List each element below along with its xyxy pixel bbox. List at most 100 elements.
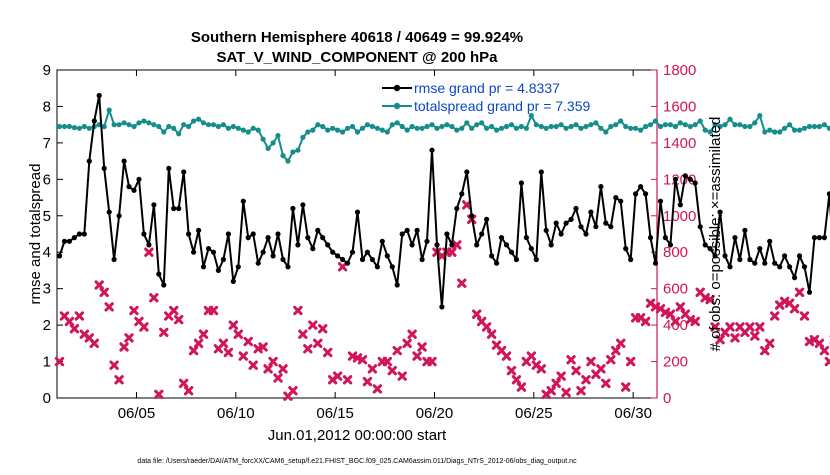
data-point — [141, 231, 146, 236]
data-point — [161, 282, 166, 287]
data-point — [807, 124, 812, 129]
data-point — [256, 261, 261, 266]
data-point — [191, 118, 196, 123]
data-point — [673, 124, 678, 129]
obs-marker — [568, 357, 574, 363]
obs-marker — [419, 344, 425, 350]
data-point — [554, 124, 559, 129]
obs-marker — [300, 331, 306, 337]
data-point — [151, 202, 156, 207]
data-point — [285, 264, 290, 269]
data-point — [310, 128, 315, 133]
obs-marker — [454, 242, 460, 248]
data-point — [410, 124, 415, 129]
data-point — [772, 129, 777, 134]
x-tick-label: 06/10 — [217, 405, 255, 422]
data-point — [251, 231, 256, 236]
data-point — [608, 224, 613, 229]
data-point — [812, 124, 817, 129]
data-point — [256, 128, 261, 133]
data-point — [117, 122, 122, 127]
data-point — [156, 272, 161, 277]
data-point — [370, 124, 375, 129]
obs-marker — [156, 391, 162, 397]
obs-marker — [488, 331, 494, 337]
data-point — [67, 239, 72, 244]
data-point — [777, 129, 782, 134]
x-axis-label: Jun.01,2012 00:00:00 start — [268, 427, 447, 444]
obs-marker — [513, 377, 519, 383]
data-point — [817, 235, 822, 240]
data-point — [57, 253, 62, 258]
data-point — [539, 169, 544, 174]
obs-marker — [280, 366, 286, 372]
data-point — [603, 129, 608, 134]
obs-marker — [796, 289, 802, 295]
data-point — [87, 126, 92, 131]
data-point — [201, 120, 206, 125]
data-point — [464, 169, 469, 174]
data-point — [618, 199, 623, 204]
data-point — [72, 235, 77, 240]
obs-marker — [558, 373, 564, 379]
data-point — [573, 122, 578, 127]
data-point — [598, 184, 603, 189]
data-point — [454, 128, 459, 133]
obs-marker — [608, 357, 614, 363]
data-point — [752, 120, 757, 125]
obs-marker — [508, 367, 514, 373]
data-point — [668, 122, 673, 127]
x-tick-label: 06/20 — [416, 405, 454, 422]
data-point — [320, 235, 325, 240]
data-point — [603, 221, 608, 226]
data-point — [742, 228, 747, 233]
data-point — [618, 118, 623, 123]
data-point — [97, 93, 102, 98]
obs-marker — [275, 375, 281, 381]
data-point — [400, 231, 405, 236]
obs-marker — [310, 322, 316, 328]
data-point — [797, 253, 802, 258]
data-point — [141, 118, 146, 123]
data-point — [236, 264, 241, 269]
data-point — [489, 124, 494, 129]
data-point — [300, 202, 305, 207]
data-point — [499, 235, 504, 240]
obs-marker — [394, 347, 400, 353]
data-point — [285, 159, 290, 164]
obs-marker — [320, 326, 326, 332]
data-point — [275, 231, 280, 236]
data-point — [424, 124, 429, 129]
right-tick-label: 600 — [663, 281, 688, 298]
data-point — [350, 250, 355, 255]
data-point — [365, 122, 370, 127]
data-point — [608, 124, 613, 129]
data-point — [638, 128, 643, 133]
data-point — [246, 129, 251, 134]
data-point — [469, 126, 474, 131]
data-point — [77, 231, 82, 236]
data-point — [693, 122, 698, 127]
data-point — [395, 282, 400, 287]
y-axis-left-label: rmse and totalspread — [27, 164, 44, 305]
data-point — [131, 124, 136, 129]
data-point — [350, 124, 355, 129]
data-point — [484, 126, 489, 131]
data-point — [280, 257, 285, 262]
data-point — [380, 128, 385, 133]
data-point — [181, 169, 186, 174]
obs-marker — [66, 318, 72, 324]
obs-marker — [96, 282, 102, 288]
right-tick-label: 200 — [663, 354, 688, 371]
left-tick-label: 8 — [43, 98, 51, 115]
data-point — [434, 126, 439, 131]
legend-spread-marker — [394, 103, 400, 109]
data-point — [569, 124, 574, 129]
data-point — [271, 140, 276, 145]
data-point — [732, 122, 737, 127]
data-point — [355, 129, 360, 134]
data-point — [663, 235, 668, 240]
data-point — [266, 235, 271, 240]
data-point — [290, 206, 295, 211]
